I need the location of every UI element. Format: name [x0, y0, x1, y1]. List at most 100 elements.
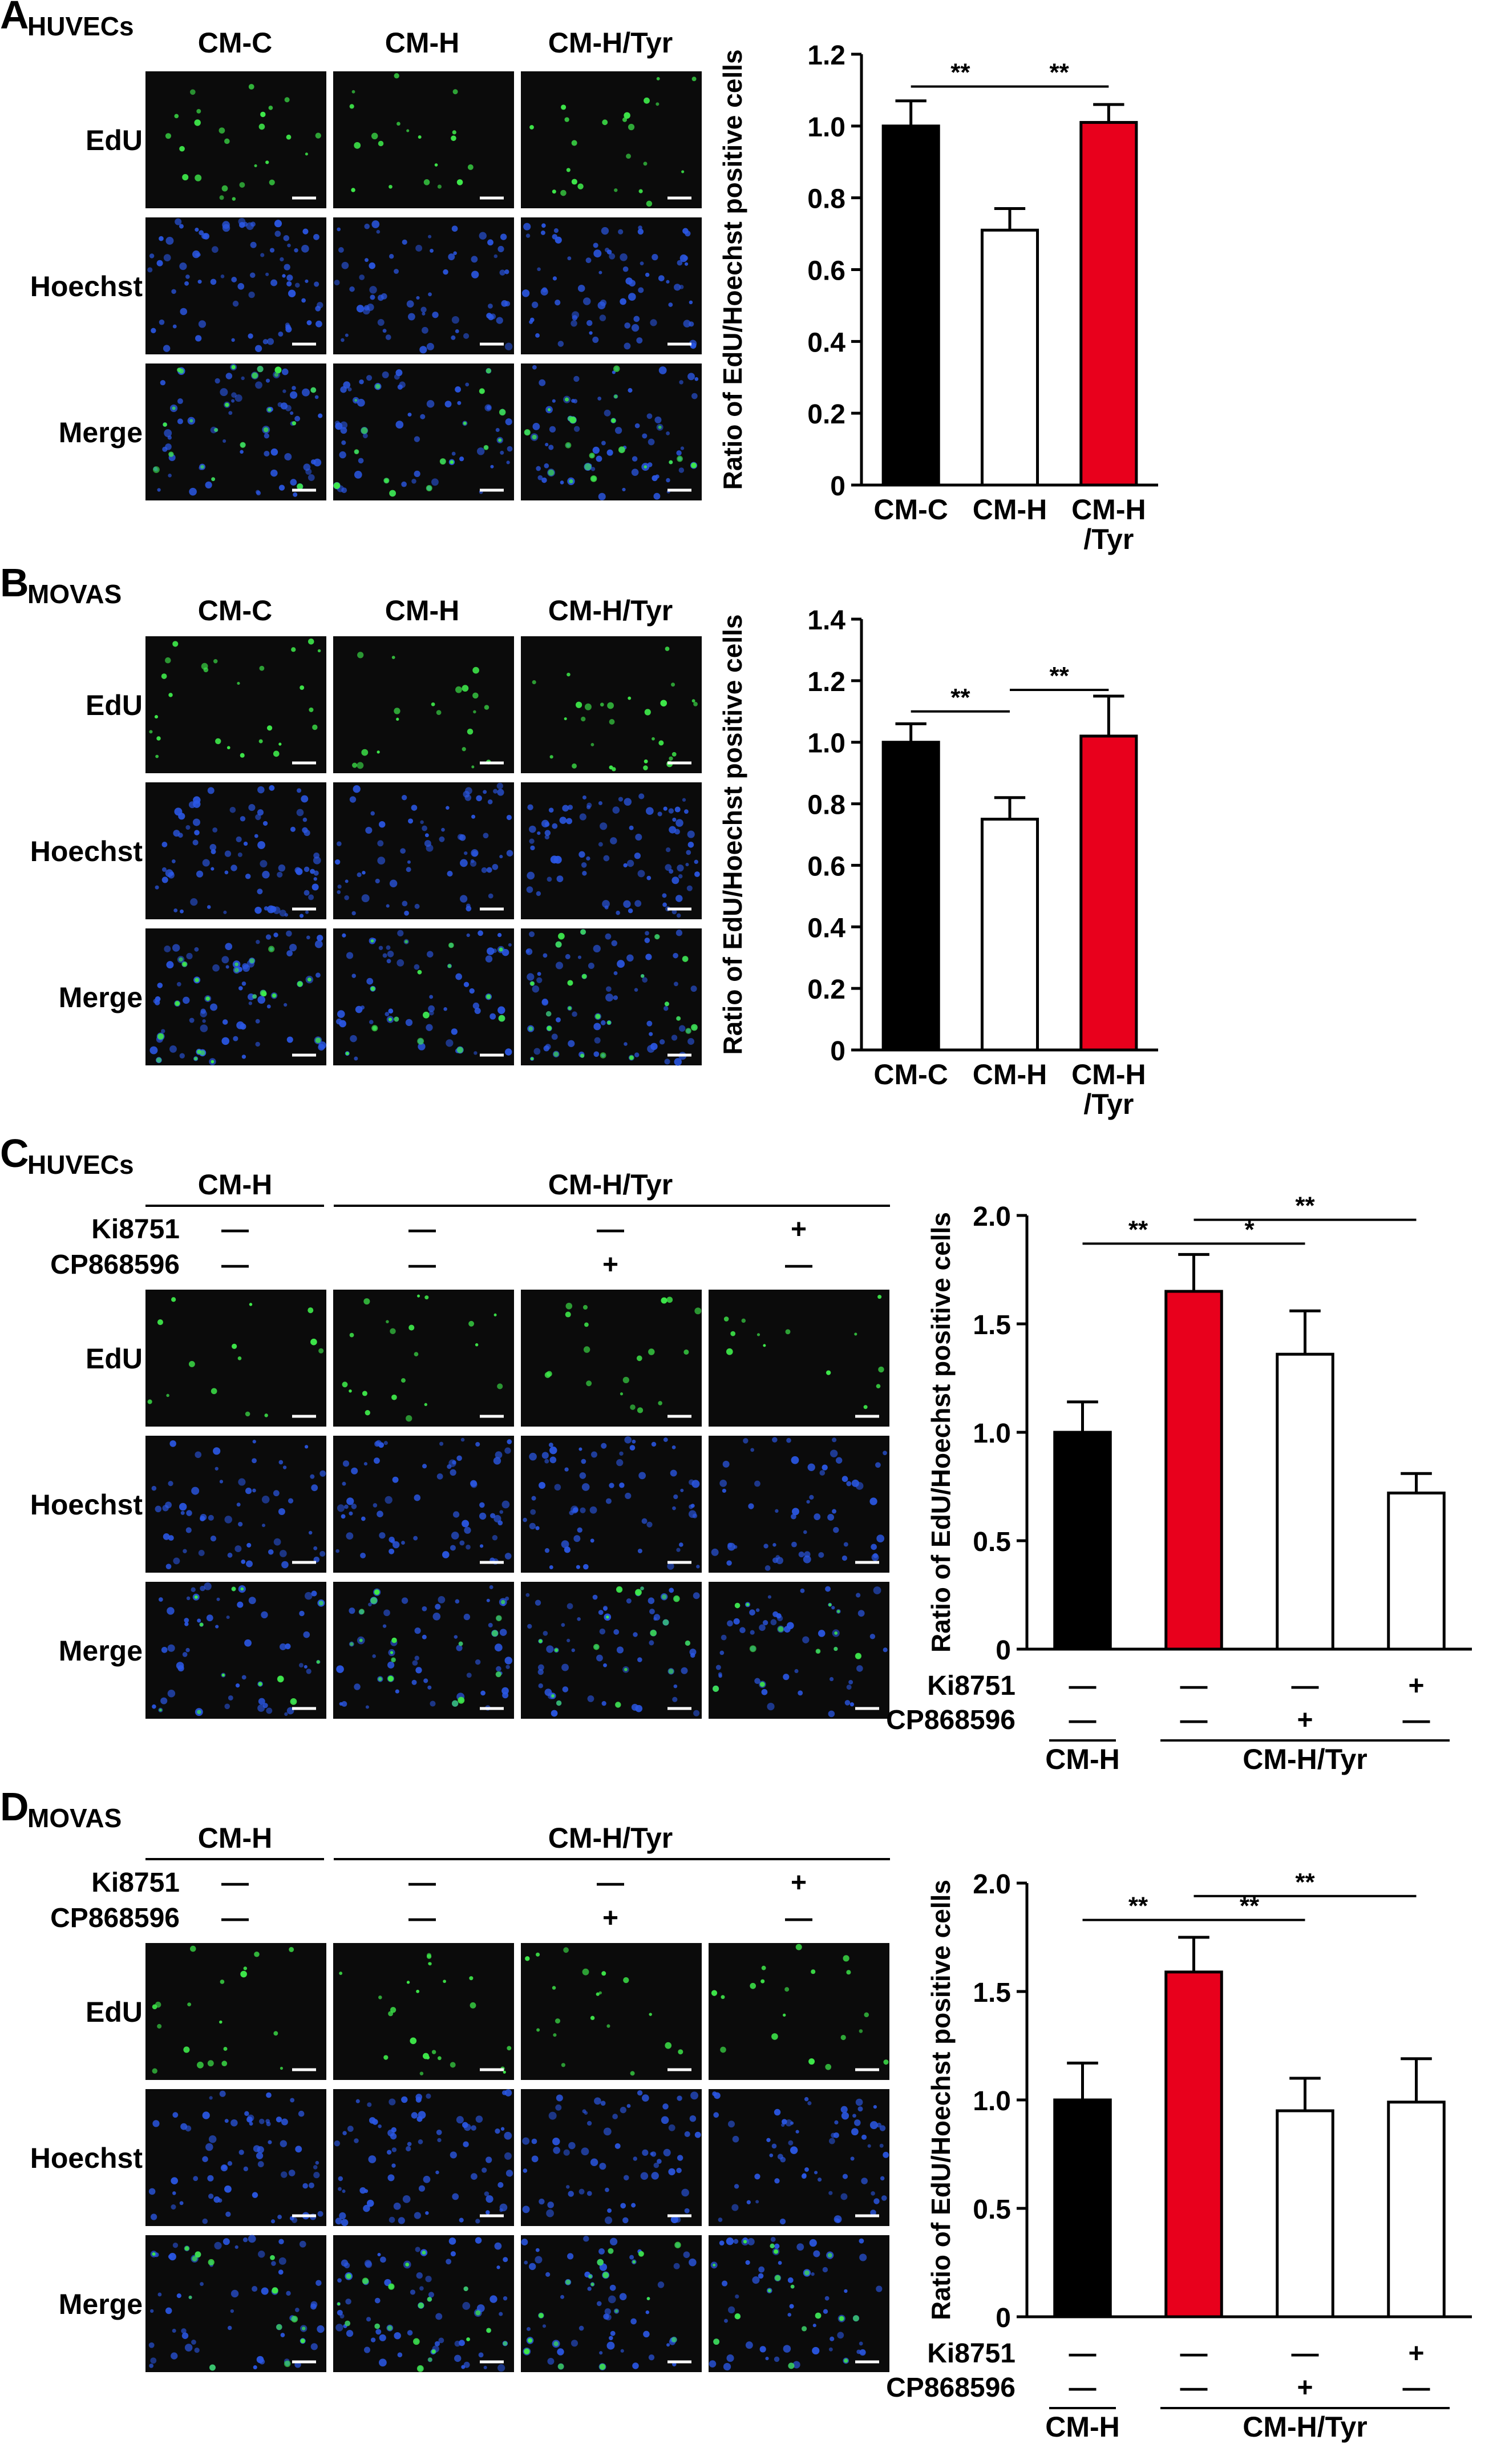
nucleus-dot — [735, 2294, 739, 2299]
nucleus-dot — [401, 1597, 408, 1604]
y-tick-label: 0.4 — [807, 328, 845, 358]
nucleus-dot — [210, 1003, 218, 1011]
nucleus-dot — [479, 1512, 487, 1520]
nucleus-dot — [696, 1565, 700, 1569]
nucleus-dot — [662, 893, 667, 898]
edu-dot — [497, 1383, 503, 1389]
edu-dot — [636, 1355, 642, 1362]
nucleus-dot — [194, 947, 199, 952]
edu-dot — [221, 1673, 225, 1677]
edu-dot — [439, 458, 446, 465]
edu-dot — [678, 2049, 683, 2055]
nucleus-dot — [234, 2245, 238, 2249]
nucleus-dot — [157, 488, 161, 492]
nucleus-dot — [227, 2325, 232, 2330]
nucleus-dot — [801, 2174, 807, 2179]
nucleus-dot — [167, 1644, 175, 1652]
nucleus-dot — [536, 466, 541, 471]
nucleus-dot — [279, 1643, 286, 1650]
nucleus-dot — [564, 1467, 569, 1472]
nucleus-dot — [183, 1549, 187, 1553]
nucleus-dot — [181, 2328, 187, 2334]
nucleus-dot — [605, 993, 614, 1002]
nucleus-dot — [598, 842, 603, 847]
nucleus-dot — [495, 427, 500, 433]
nucleus-dot — [455, 386, 462, 393]
y-tick-label: 1.2 — [807, 667, 845, 697]
nucleus-dot — [186, 952, 193, 960]
nucleus-dot — [418, 1043, 426, 1051]
nucleus-dot — [809, 1494, 814, 1500]
nucleus-dot — [545, 1044, 551, 1050]
nucleus-dot — [568, 2191, 574, 2197]
micrograph-background — [333, 363, 514, 500]
nucleus-dot — [610, 2330, 616, 2336]
nucleus-dot — [624, 342, 631, 350]
nucleus-dot — [691, 393, 698, 399]
nucleus-dot — [308, 474, 315, 481]
nucleus-dot — [264, 433, 269, 439]
nucleus-dot — [152, 2120, 160, 2127]
nucleus-dot — [231, 277, 237, 282]
edu-dot — [584, 1322, 589, 1327]
edu-dot — [437, 2056, 442, 2061]
edu-dot — [297, 981, 303, 987]
nucleus-dot — [382, 953, 387, 958]
edu-dot — [205, 996, 211, 1001]
nucleus-dot — [306, 935, 310, 940]
micrograph-edu — [145, 1290, 326, 1427]
nucleus-dot — [334, 421, 340, 426]
edu-dot — [615, 1702, 621, 1708]
nucleus-dot — [804, 2167, 809, 2172]
nucleus-dot — [573, 375, 580, 382]
edu-dot — [876, 1384, 881, 1388]
edu-dot — [577, 183, 584, 189]
edu-dot — [611, 418, 616, 423]
nucleus-dot — [835, 2217, 839, 2222]
nucleus-dot — [529, 825, 536, 833]
nucleus-dot — [447, 871, 453, 877]
nucleus-dot — [448, 253, 455, 261]
nucleus-dot — [422, 1464, 427, 1469]
edu-dot — [383, 2055, 389, 2060]
nucleus-dot — [299, 2240, 306, 2248]
edu-dot — [622, 1376, 629, 1384]
nucleus-dot — [568, 2142, 576, 2150]
edu-dot — [620, 1392, 624, 1396]
nucleus-dot — [619, 1482, 625, 1488]
edu-dot — [532, 680, 536, 685]
nucleus-dot — [416, 296, 420, 300]
nucleus-dot — [295, 2146, 302, 2153]
nucleus-dot — [849, 1702, 855, 1707]
nucleus-dot — [306, 320, 312, 325]
edu-dot — [386, 1320, 389, 1323]
nucleus-dot — [232, 300, 239, 307]
edu-dot — [220, 1980, 225, 1984]
nucleus-dot — [182, 1652, 188, 1657]
nucleus-dot — [505, 2170, 513, 2177]
nucleus-dot — [389, 879, 398, 887]
edu-dot — [671, 752, 677, 757]
nucleus-dot — [203, 233, 210, 240]
nucleus-dot — [230, 865, 237, 871]
edu-dot — [662, 1619, 669, 1626]
edu-dot — [669, 460, 673, 464]
edu-dot — [273, 2031, 278, 2036]
nucleus-dot — [590, 467, 596, 471]
nucleus-dot — [856, 2349, 861, 2354]
edu-dot — [749, 1645, 756, 1653]
nucleus-dot — [340, 386, 347, 393]
edu-dot — [486, 368, 491, 374]
edu-dot — [181, 961, 188, 967]
nucleus-dot — [499, 1510, 504, 1514]
nucleus-dot — [361, 894, 370, 903]
edu-dot — [418, 2303, 424, 2309]
nucleus-dot — [548, 807, 554, 813]
nucleus-dot — [832, 1437, 837, 1443]
edu-dot — [539, 1639, 543, 1643]
micrograph-merge — [145, 363, 326, 500]
edu-dot — [493, 1313, 497, 1316]
nucleus-dot — [579, 813, 586, 821]
nucleus-dot — [245, 873, 251, 879]
nucleus-dot — [278, 1460, 284, 1465]
